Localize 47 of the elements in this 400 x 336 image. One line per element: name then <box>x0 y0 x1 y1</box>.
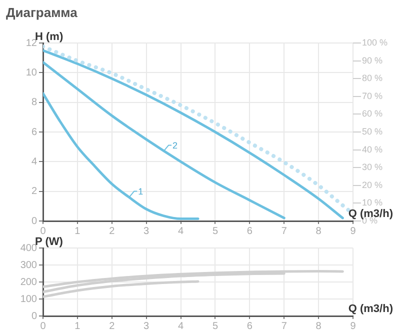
x-tick-label: 5 <box>212 226 218 237</box>
x-tick-label: 2 <box>109 226 116 237</box>
x-tick-label: 3 <box>144 320 150 332</box>
x-tick-label: 6 <box>246 226 253 237</box>
y-tick-label: 8 <box>31 97 38 108</box>
x-tick-label: 1 <box>74 226 81 237</box>
x-tick-label: 2 <box>109 320 116 332</box>
y-tick-label: 10 <box>26 67 38 78</box>
y-tick-label: 200 <box>20 276 38 288</box>
x-tick-label: 9 <box>350 226 356 237</box>
x-axis-title: Q (m3/h) <box>348 303 394 315</box>
y-tick-label: 2 <box>31 186 38 198</box>
y2-tick-label: 100 % <box>362 37 388 48</box>
y-tick-label: 100 <box>20 294 38 305</box>
x-tick-label: 1 <box>74 320 81 332</box>
y-axis-title: H (m) <box>35 31 64 43</box>
y-tick-label: 0 <box>31 216 38 227</box>
x-tick-label: 5 <box>212 320 218 332</box>
x-tick-label: 8 <box>316 226 322 237</box>
x-tick-label: 0 <box>40 226 46 237</box>
x-tick-label: 0 <box>40 320 46 332</box>
chart-title: Диаграмма <box>5 4 78 22</box>
y-tick-label: 6 <box>31 126 38 138</box>
x-tick-label: 6 <box>246 320 253 332</box>
y2-tick-label: 80 % <box>362 73 383 84</box>
y-tick-label: 4 <box>31 156 38 168</box>
y2-tick-label: 30 % <box>362 162 383 172</box>
x-tick-label: 7 <box>281 320 288 332</box>
x-tick-label: 9 <box>350 320 356 332</box>
x-axis-title: Q (m3/h) <box>348 208 394 220</box>
annotation: 1 <box>138 186 144 196</box>
y2-tick-label: 60 % <box>362 108 383 119</box>
annotation: 2 <box>172 140 178 150</box>
x-tick-label: 3 <box>144 226 150 237</box>
y-axis-title: P (W) <box>35 236 64 248</box>
x-tick-label: 4 <box>178 226 184 237</box>
y2-tick-label: 50 % <box>362 126 383 136</box>
y2-tick-label: 40 % <box>362 144 383 154</box>
y2-tick-label: 70 % <box>362 90 383 101</box>
y2-tick-label: 90 % <box>362 55 383 66</box>
x-tick-label: 7 <box>281 226 288 237</box>
y2-tick-label: 10 % <box>362 198 383 208</box>
x-tick-label: 8 <box>316 320 322 332</box>
y-tick-label: 300 <box>20 260 38 271</box>
x-tick-label: 4 <box>178 320 184 332</box>
y-tick-label: 0 <box>31 310 38 322</box>
y2-tick-label: 20 % <box>362 180 383 190</box>
